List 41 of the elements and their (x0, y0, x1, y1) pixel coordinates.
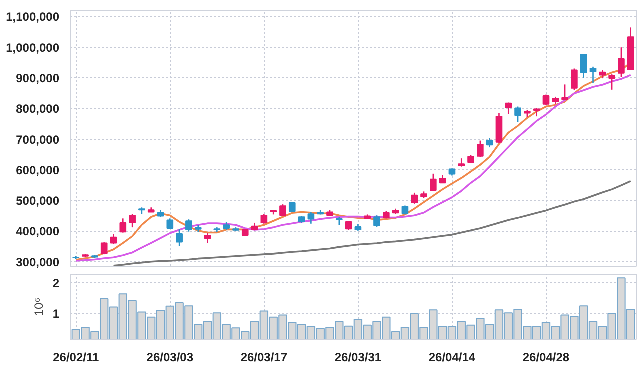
candlestick (590, 66, 597, 84)
y-tick-label: 600,000 (16, 163, 60, 178)
candlestick (176, 228, 183, 247)
candlestick (110, 234, 118, 245)
x-tick-label: 26/03/31 (334, 350, 382, 364)
y-tick-label: 700,000 (16, 132, 60, 147)
candlestick (120, 218, 127, 234)
candlestick (308, 212, 315, 225)
candlestick (477, 140, 484, 158)
candlestick (411, 192, 418, 205)
candlestick (486, 138, 494, 148)
candlestick (514, 106, 522, 124)
y-tick-label: 1,100,000 (6, 10, 60, 24)
x-tick-label: 26/03/03 (146, 350, 194, 364)
x-tick-label: 26/02/11 (53, 350, 100, 364)
y-tick-label: 400,000 (16, 224, 60, 239)
candlestick (580, 54, 588, 79)
candlestick (562, 84, 568, 101)
candlestick (374, 214, 380, 228)
candlestick (608, 74, 616, 91)
candlestick (618, 46, 625, 78)
candlestick (260, 214, 268, 225)
x-tick-label: 26/04/28 (522, 350, 570, 364)
y-tick-label: 900,000 (16, 71, 60, 86)
y-tick-label: 1 (52, 306, 60, 321)
y-tick-label: 300,000 (16, 255, 60, 270)
y-tick-label: 2 (52, 276, 60, 290)
line-series (112, 180, 632, 266)
y-tick-label: 800,000 (16, 102, 60, 116)
x-tick-label: 26/03/17 (240, 350, 288, 364)
candlestick (204, 232, 212, 244)
y-tick-label: 1,000,000 (6, 40, 60, 55)
candlestick (166, 218, 174, 230)
candlestick (571, 68, 578, 92)
candlestick (129, 214, 136, 228)
candlestick (186, 218, 192, 233)
candlestick (542, 94, 550, 106)
y-tick-label: 500,000 (16, 194, 60, 208)
x-tick-label: 26/04/14 (428, 350, 476, 364)
candlestick (430, 173, 437, 192)
y-axis-title: 10⁶ (32, 298, 46, 316)
